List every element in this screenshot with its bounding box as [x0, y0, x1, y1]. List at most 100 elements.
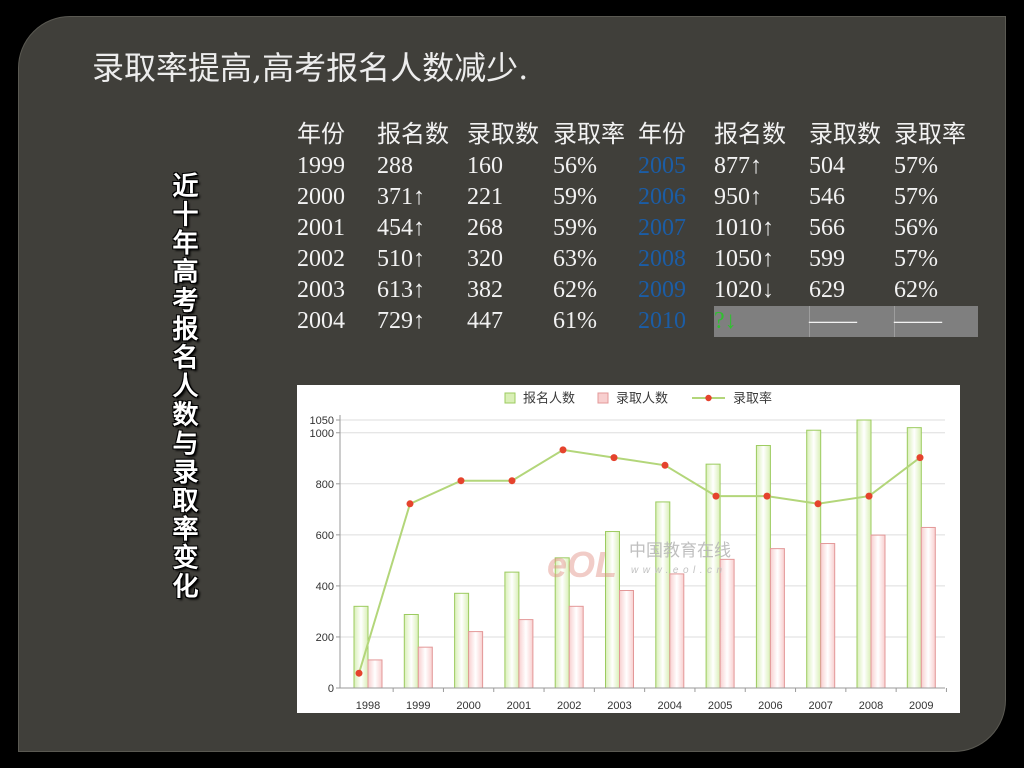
bar-applicants-2006	[755, 445, 771, 689]
table-header-applicants-left: 报名数	[377, 122, 449, 148]
admission-chart: eOL 中国教育在线 www.eol.cn 0 200 400 600 800 1000 1…	[297, 385, 960, 713]
x-tick-label-2006: 2006	[758, 700, 782, 712]
bar-admitted-2003	[619, 589, 634, 689]
table-cell-rate-row2-left: 59%	[553, 184, 597, 210]
bar-applicants-2004	[655, 501, 671, 689]
bar-applicants-2007	[806, 429, 822, 689]
table-cell-applicants-row6-left: 729↑	[377, 308, 425, 334]
table-cell-admitted-row3-right: 566	[809, 215, 845, 241]
table-cell-applicants-row4-left: 510↑	[377, 246, 425, 272]
y-tick-label: 0	[328, 683, 334, 695]
bar-admitted-1999	[417, 646, 433, 689]
x-tick-label-1999: 1999	[406, 700, 430, 712]
table-cell-rate-row6-left: 61%	[553, 308, 597, 334]
admission-rate-marker-2000	[457, 477, 465, 485]
admission-rate-marker-1998	[355, 669, 363, 677]
admission-rate-marker-1999	[406, 500, 414, 508]
table-cell-admitted-row4-left: 320	[467, 246, 503, 272]
table-cell-admitted-row1-left: 160	[467, 153, 503, 179]
table-cell-year-row4-left: 2002	[297, 246, 345, 272]
legend-swatch-admitted	[597, 392, 609, 404]
bar-admitted-2002	[568, 605, 584, 689]
y-tick-label: 200	[316, 632, 334, 644]
table-cell-year-row5-right: 2009	[638, 277, 686, 303]
table-cell-year-row2-left: 2000	[297, 184, 345, 210]
table-cell-year-row2-right: 2006	[638, 184, 686, 210]
bar-admitted-2001	[518, 619, 534, 689]
watermark-logo: eOL	[547, 544, 617, 585]
legend-label-admission-rate: 录取率	[733, 391, 772, 406]
y-tick-label: 1000	[310, 428, 334, 440]
table-cell-admitted-row5-left: 382	[467, 277, 503, 303]
admission-rate-marker-2007	[814, 500, 822, 508]
table-cell-year-row3-right: 2007	[638, 215, 686, 241]
admission-rate-line	[358, 448, 921, 674]
x-tick-label-2009: 2009	[909, 700, 933, 712]
y-tick-label: 600	[316, 530, 334, 542]
bar-admitted-2009	[920, 526, 936, 689]
bar-applicants-2000	[454, 592, 470, 689]
watermark-url: www.eol.cn	[631, 565, 727, 576]
slide-title: 录取率提高,高考报名人数减少.	[92, 49, 529, 87]
x-tick-label-2007: 2007	[808, 700, 832, 712]
admission-rate-marker-2003	[610, 454, 618, 462]
bars	[353, 419, 936, 689]
admission-rate-marker-2002	[559, 446, 567, 454]
admission-rate-marker-2006	[763, 492, 771, 500]
table-cell-rate-row1-right: 57%	[894, 153, 938, 179]
table-cell-year-row5-left: 2003	[297, 277, 345, 303]
table-cell-year-row6-right: 2010	[638, 308, 686, 334]
table-cell-rate-row1-left: 56%	[553, 153, 597, 179]
table-cell-applicants-row2-left: 371↑	[377, 184, 425, 210]
y-tick-label: 400	[316, 581, 334, 593]
x-tick-label-2003: 2003	[607, 700, 631, 712]
table-cell-rate-row4-left: 63%	[553, 246, 597, 272]
y-tick-label: 800	[316, 479, 334, 491]
table-cell-admitted-row1-right: 504	[809, 153, 845, 179]
bar-admitted-2005	[719, 558, 735, 689]
admission-rate-marker-2009	[916, 454, 924, 462]
table-cell-year-row6-left: 2004	[297, 308, 345, 334]
watermark: eOL 中国教育在线 www.eol.cn	[547, 541, 731, 585]
legend: 报名人数 录取人数 录取率	[504, 391, 772, 406]
table-cell-admitted-row2-left: 221	[467, 184, 503, 210]
gridlines	[340, 419, 945, 638]
table-cell-applicants-row3-right: 1010↑	[714, 215, 774, 241]
bar-applicants-2008	[856, 419, 872, 689]
bar-applicants-2001	[504, 571, 520, 689]
table-header-admitted-right: 录取数	[809, 122, 881, 148]
x-tick-label-2008: 2008	[859, 700, 883, 712]
chart-svg: eOL 中国教育在线 www.eol.cn 0 200 400 600 800 1000 1…	[310, 391, 947, 712]
admission-rate-marker-2008	[865, 492, 873, 500]
x-tick-label-1998: 1998	[356, 700, 380, 712]
table-cell-admitted-row6-right: ——	[809, 306, 894, 337]
table-cell-rate-row5-right: 62%	[894, 277, 938, 303]
table-cell-applicants-row1-left: 288	[377, 153, 413, 179]
table-header-admitted-left: 录取数	[467, 122, 539, 148]
table-cell-applicants-row5-right: 1020↓	[714, 277, 774, 303]
table-cell-year-row1-left: 1999	[297, 153, 345, 179]
x-tick-label-2000: 2000	[456, 700, 480, 712]
table-cell-admitted-row5-right: 629	[809, 277, 845, 303]
table-cell-admitted-row3-left: 268	[467, 215, 503, 241]
x-tick-label-2004: 2004	[658, 700, 682, 712]
table-cell-rate-row3-right: 56%	[894, 215, 938, 241]
table-header-applicants-right: 报名数	[714, 122, 786, 148]
table-header-year-left: 年份	[297, 122, 345, 148]
table-header-year-right: 年份	[638, 122, 686, 148]
table-cell-admitted-row2-right: 546	[809, 184, 845, 210]
watermark-brand: 中国教育在线	[629, 541, 731, 560]
legend-swatch-rate-marker	[705, 394, 712, 402]
x-tick-label-2001: 2001	[507, 700, 531, 712]
x-tick-label-2002: 2002	[557, 700, 581, 712]
bar-applicants-1999	[403, 613, 419, 689]
admission-rate-series	[355, 446, 924, 677]
table-cell-applicants-row6-right: ?↓	[714, 306, 809, 337]
x-tick-label-2005: 2005	[708, 700, 732, 712]
admission-rate-marker-2005	[712, 492, 720, 500]
bar-admitted-2000	[468, 631, 484, 689]
admission-table: 年份 报名数 录取数 录取率 年份 报名数 录取数 录取率 1999 288 160 56% 2005 8…	[297, 120, 978, 337]
legend-label-applicants: 报名人数	[523, 391, 575, 406]
table-cell-applicants-row4-right: 1050↑	[714, 246, 774, 272]
